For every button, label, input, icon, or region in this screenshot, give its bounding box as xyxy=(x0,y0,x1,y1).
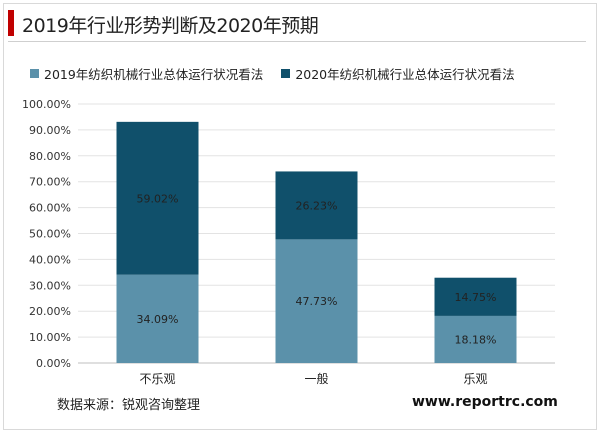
page-title: 2019年行业形势判断及2020年预期 xyxy=(22,15,319,37)
legend-label-2020: 2020年纺织机械行业总体运行状况看法 xyxy=(295,66,515,82)
y-tick-label: 80.00% xyxy=(29,150,71,163)
y-tick-label: 50.00% xyxy=(29,228,71,241)
x-tick-label: 一般 xyxy=(304,371,328,386)
y-tick-label: 40.00% xyxy=(29,253,71,266)
y-tick-label: 70.00% xyxy=(29,176,71,189)
bar-segment xyxy=(275,171,358,240)
bar-value-label: 14.75% xyxy=(455,291,497,304)
bar-segment xyxy=(116,121,199,275)
legend-item-2019: 2019年纺织机械行业总体运行状况看法 xyxy=(30,64,263,83)
legend-label-2019: 2019年纺织机械行业总体运行状况看法 xyxy=(44,66,264,82)
x-tick-label: 不乐观 xyxy=(139,372,175,386)
bar-segment xyxy=(434,277,517,316)
y-tick-label: 100.00% xyxy=(22,98,71,111)
bar-value-label: 26.23% xyxy=(296,199,338,212)
bar-segment xyxy=(275,239,358,363)
bar-segment xyxy=(434,315,517,363)
y-tick-label: 90.00% xyxy=(29,124,71,137)
title-accent-bar xyxy=(8,10,14,36)
bar-value-label: 18.18% xyxy=(455,333,497,346)
website-url: www.reportrc.com xyxy=(412,394,558,410)
bar-value-label: 59.02% xyxy=(137,192,179,205)
y-tick-label: 0.00% xyxy=(36,357,71,370)
bar-value-label: 34.09% xyxy=(137,313,179,326)
legend-swatch-2020 xyxy=(281,68,291,78)
source-note: 数据来源：锐观咨询整理 xyxy=(57,398,201,413)
y-tick-label: 10.00% xyxy=(29,331,71,344)
y-tick-label: 20.00% xyxy=(29,305,71,318)
legend-swatch-2019 xyxy=(30,68,39,78)
x-tick-label: 乐观 xyxy=(463,372,487,386)
title-divider xyxy=(8,41,586,42)
y-tick-label: 30.00% xyxy=(29,279,71,292)
bar-value-label: 47.73% xyxy=(296,295,338,308)
chart-legend: 2019年纺织机械行业总体运行状况看法 2020年纺织机械行业总体运行状况看法 xyxy=(30,63,533,83)
bar-segment xyxy=(116,274,199,363)
legend-item-2020: 2020年纺织机械行业总体运行状况看法 xyxy=(281,64,515,83)
y-tick-label: 60.00% xyxy=(29,202,71,215)
